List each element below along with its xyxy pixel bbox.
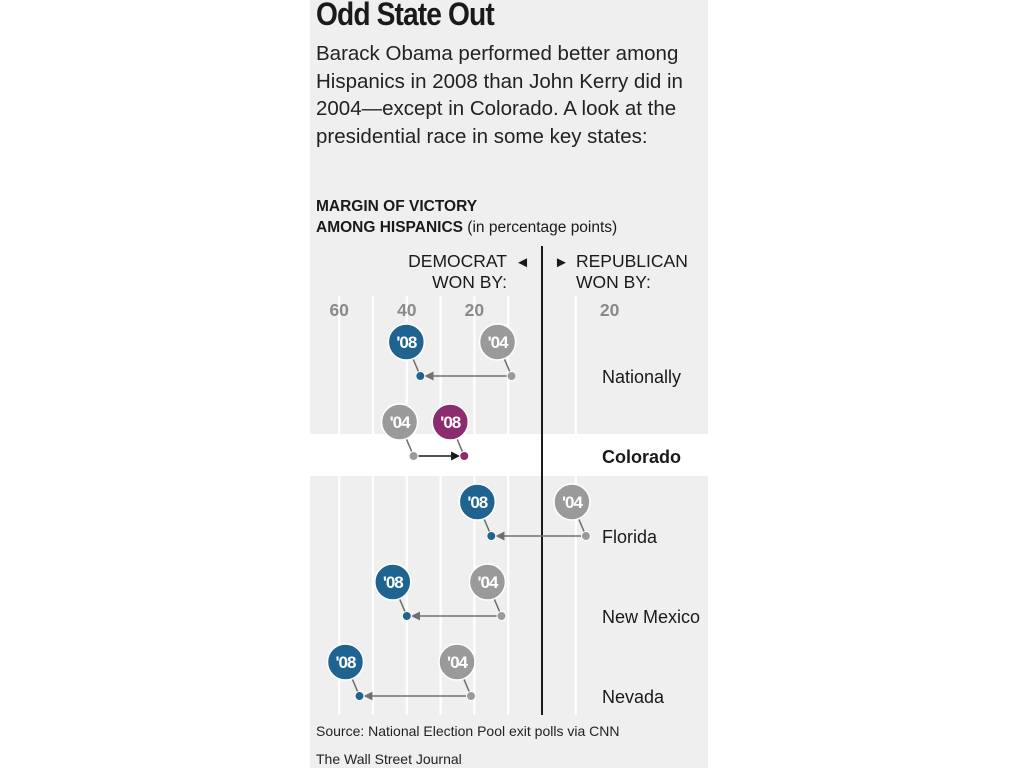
- x-tick-label: 40: [397, 300, 417, 320]
- marker-label-2004: '04: [447, 653, 468, 672]
- credit-line: The Wall Street Journal: [316, 751, 462, 767]
- row-label-nevada: Nevada: [602, 687, 665, 707]
- chart-heading-line2-bold: AMONG HISPANICS: [316, 219, 463, 236]
- point-2008-colorado: [460, 452, 469, 461]
- marker-label-2004: '04: [390, 413, 411, 432]
- chart-heading: MARGIN OF VICTORY AMONG HISPANICS (in pe…: [316, 196, 706, 238]
- source-note: Source: National Election Pool exit poll…: [316, 723, 619, 739]
- point-2008-nationally: [416, 372, 425, 381]
- marker-label-2008: '08: [336, 653, 356, 672]
- point-2008-florida: [487, 532, 496, 541]
- x-tick-label: 20: [600, 300, 620, 320]
- marker-label-2004: '04: [477, 573, 498, 592]
- point-2004-nationally: [507, 372, 516, 381]
- point-2004-florida: [581, 532, 590, 541]
- marker-label-2008: '08: [383, 573, 403, 592]
- point-2004-new-mexico: [497, 612, 506, 621]
- marker-label-2004: '04: [488, 333, 509, 352]
- democrat-label-line2: WON BY:: [432, 272, 507, 292]
- democrat-label: DEMOCRAT: [408, 251, 507, 271]
- point-2008-new-mexico: [402, 612, 411, 621]
- point-2008-nevada: [355, 692, 364, 701]
- republican-label-line2: WON BY:: [576, 272, 651, 292]
- row-label-nationally: Nationally: [602, 367, 681, 387]
- row-label-new-mexico: New Mexico: [602, 607, 700, 627]
- left-arrow-icon: ◄: [515, 254, 530, 271]
- row-label-florida: Florida: [602, 527, 658, 547]
- point-2004-nevada: [467, 692, 476, 701]
- chart-heading-line2-rest: (in percentage points): [463, 219, 617, 236]
- marker-label-2004: '04: [562, 493, 583, 512]
- marker-label-2008: '08: [396, 333, 416, 352]
- marker-label-2008: '08: [467, 493, 487, 512]
- x-tick-label: 20: [465, 300, 485, 320]
- republican-label: REPUBLICAN: [576, 251, 688, 271]
- x-tick-label: 60: [329, 300, 349, 320]
- subtitle: Barack Obama performed better among Hisp…: [316, 40, 708, 150]
- chart-heading-line1: MARGIN OF VICTORY: [316, 198, 477, 215]
- right-arrow-icon: ►: [554, 254, 569, 271]
- point-2004-colorado: [409, 452, 418, 461]
- row-label-colorado: Colorado: [602, 447, 681, 467]
- graphic-panel: Odd State Out Barack Obama performed bet…: [310, 0, 708, 768]
- page-title: Odd State Out: [316, 0, 494, 33]
- marker-label-2008: '08: [440, 413, 460, 432]
